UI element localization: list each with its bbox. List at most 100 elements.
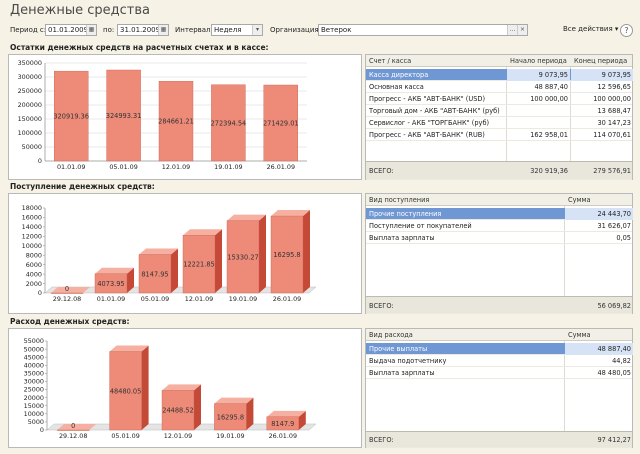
y-tick-label: 14000 [22,223,42,231]
y-tick-label: 200000 [18,101,42,109]
y-tick-label: 50000 [22,143,42,151]
y-tick-label: 150000 [18,115,42,123]
y-tick-label: 2000 [26,280,42,288]
table-row[interactable]: Выплата зарплаты 0,05 [366,232,632,244]
table-row[interactable]: Прочие выплаты 48 887,40 [366,343,633,355]
y-tick-label: 18000 [22,204,42,212]
expense-chart: 0 5000 10000 15000 20000 25000 30000 35000 40000… [8,328,362,448]
clear-icon[interactable]: × [517,25,527,35]
expense-chart-svg: 0500010000150002000025000300003500040000… [24,337,317,440]
bar [182,229,222,294]
y-tick-label: 0 [38,289,42,297]
data-label: 8147.95 [141,270,168,278]
data-label: 24488.52 [162,407,193,415]
calendar-icon[interactable]: ▦ [158,25,168,35]
bar [138,248,178,294]
data-label: 324993.31 [106,112,142,120]
bar [263,84,299,162]
bar [158,81,194,162]
y-tick-label: 350000 [18,59,42,67]
y-tick-label: 45000 [24,353,44,361]
table-row[interactable]: Торговый дом - АКБ "АВТ-БАНК" (руб) 13 6… [366,105,632,117]
table-row[interactable]: Прогресс - АКБ "АВТ-БАНК" (RUB) 162 958,… [366,129,632,141]
table-row[interactable]: Основная касса 48 887,40 12 596,65 [366,81,632,93]
y-tick-label: 300000 [18,73,42,81]
x-tick-label: 01.01.09 [57,163,85,171]
income-table: Вид поступления Сумма Прочие поступления… [365,193,633,314]
table-row[interactable]: Выплата зарплаты 48 480,05 [366,367,632,379]
help-button[interactable]: ? [620,24,633,37]
data-label: 0 [71,422,75,430]
x-tick-label: 26.01.09 [273,295,301,303]
table-row[interactable]: Поступление от покупателей 31 626,07 [366,220,632,232]
table-row[interactable]: Прочие поступления 24 443,70 [366,208,633,220]
income-section-title: Поступление денежных средств: [10,182,155,191]
organization-field[interactable]: Ветерок … × [318,24,528,36]
y-tick-label: 55000 [24,337,44,345]
data-label: 272394.54 [211,119,247,127]
table-row[interactable]: Касса директора 9 073,95 9 073,95 [366,69,633,81]
interval-select[interactable]: Неделя ▾ [211,24,263,36]
balances-chart-svg: 0 50000 100000 150000 200000 250000 300000 3500… [18,59,307,171]
balances-section-title: Остатки денежных средств на расчетных сч… [10,43,269,52]
bar [214,397,254,431]
y-tick-label: 35000 [24,370,44,378]
period-from-field[interactable]: 01.01.2009 ▦ [45,24,97,36]
bar [226,214,266,294]
data-label: 4073.95 [97,280,124,288]
chevron-down-icon[interactable]: ▾ [252,25,262,35]
ellipsis-icon[interactable]: … [507,25,517,35]
x-tick-label: 05.01.09 [109,163,137,171]
bar [270,210,310,294]
table-header: Счет / касса Начало периода Конец период… [366,55,632,67]
x-tick-label: 29.12.08 [53,295,81,303]
y-tick-label: 10000 [22,242,42,250]
expense-table: Вид расхода Сумма Прочие выплаты 48 887,… [365,328,633,448]
period-to-field[interactable]: 31.01.2009 ▦ [117,24,169,36]
data-label: 48480.05 [110,387,141,395]
x-tick-label: 19.01.09 [229,295,257,303]
y-tick-label: 40000 [24,361,44,369]
table-row[interactable]: Прогресс - АКБ "АВТ-БАНК" (USD) 100 000,… [366,93,632,105]
calendar-icon[interactable]: ▦ [86,25,96,35]
balances-table: Счет / касса Начало периода Конец период… [365,54,633,180]
x-tick-label: 26.01.09 [267,163,295,171]
x-tick-label: 19.01.09 [216,432,244,440]
bar [54,70,89,162]
data-label: 320919.36 [53,113,89,121]
data-label: 16295.8 [273,251,300,259]
y-tick-label: 15000 [24,402,44,410]
x-tick-label: 26.01.09 [269,432,297,440]
y-tick-label: 12000 [22,233,42,241]
table-row[interactable]: Сервислог - АКБ "ТОРГБАНК" (руб) 30 147,… [366,117,632,129]
all-actions-menu[interactable]: Все действия ▾ [563,25,619,33]
x-tick-label: 12.01.09 [185,295,213,303]
income-chart: 0 2000 4000 6000 8000 10000 12000 14000 16000 180… [8,193,362,314]
balances-chart: 0 50000 100000 150000 200000 250000 300000 3500… [8,54,362,180]
table-header: Вид поступления Сумма [366,194,632,206]
table-total-row: ВСЕГО: 97 412,27 [366,431,632,448]
bar [50,287,90,294]
y-tick-label: 30000 [24,378,44,386]
data-label: 15330.27 [227,253,258,261]
income-chart-svg: 0200040006000800010000120001400016000180… [22,204,317,303]
y-tick-label: 250000 [18,87,42,95]
data-label: 12221.85 [183,261,214,269]
expense-section-title: Расход денежных средств: [10,317,130,326]
data-label: 8147.9 [271,420,294,428]
table-total-row: ВСЕГО: 320 919,36 279 576,91 [366,161,632,180]
table-row[interactable]: Выдача подотчетнику 44,82 [366,355,632,367]
bar [106,69,141,162]
data-label: 16295.8 [217,413,244,421]
x-tick-label: 05.01.09 [141,295,169,303]
bar [211,84,246,162]
x-tick-label: 29.12.08 [59,432,87,440]
x-tick-label: 05.01.09 [111,432,139,440]
y-tick-label: 16000 [22,214,42,222]
bar [57,424,97,431]
window-title: Денежные средства [10,3,150,18]
data-label: 0 [65,285,69,293]
y-tick-label: 50000 [24,345,44,353]
y-tick-label: 10000 [24,410,44,418]
x-tick-label: 01.01.09 [97,295,125,303]
